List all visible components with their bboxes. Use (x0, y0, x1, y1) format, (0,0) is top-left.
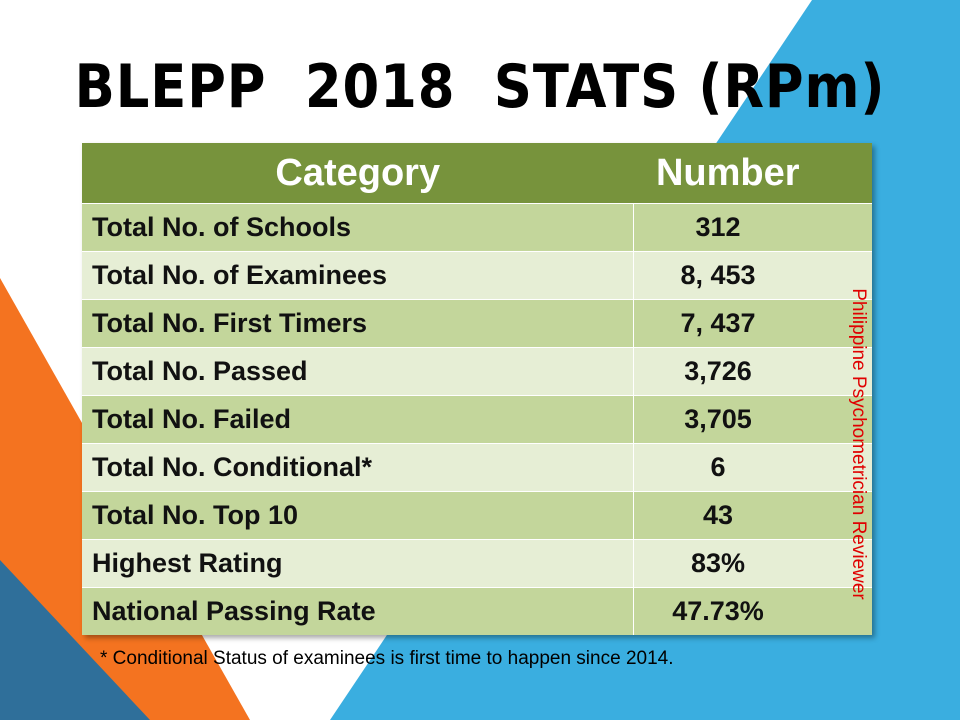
dark-shape (0, 560, 150, 720)
category-cell: Total No. of Examinees (82, 251, 634, 300)
category-cell: Total No. Passed (82, 347, 634, 396)
category-cell: National Passing Rate (82, 587, 634, 635)
side-text: Philippine Psychometrician Reviewer (848, 288, 869, 600)
table-row: Total No. of Examinees 8, 453 (82, 251, 872, 300)
table-row: Total No. Passed 3,726 (82, 347, 872, 396)
number-cell: 47.73% (633, 587, 872, 635)
table-row: Total No. Top 10 43 (82, 491, 872, 540)
table-row: Total No. of Schools 312 (82, 203, 872, 252)
number-cell: 3,705 (633, 395, 872, 444)
category-cell: Total No. of Schools (82, 203, 634, 252)
footnote: * Conditional Status of examinees is fir… (100, 648, 674, 669)
header-cell: Number (633, 143, 872, 204)
category-cell: Total No. Failed (82, 395, 634, 444)
table-row: Highest Rating 83% (82, 539, 872, 588)
number-cell: 3,726 (633, 347, 872, 396)
number-cell: 6 (633, 443, 872, 492)
header-row: Category Number (82, 143, 872, 204)
number-cell: 8, 453 (633, 251, 872, 300)
header-cell: Category (82, 143, 634, 204)
category-cell: Total No. First Timers (82, 299, 634, 348)
table-row: Total No. Failed 3,705 (82, 395, 872, 444)
number-cell: 312 (633, 203, 872, 252)
table-row: Total No. Conditional* 6 (82, 443, 872, 492)
category-cell: Total No. Conditional* (82, 443, 634, 492)
category-cell: Highest Rating (82, 539, 634, 588)
number-cell: 43 (633, 491, 872, 540)
title: BLEPP 2018 STATS (RPm) (74, 52, 886, 122)
category-cell: Total No. Top 10 (82, 491, 634, 540)
stats-table: Category Number Total No. of Schools 312 T… (82, 143, 872, 635)
number-cell: 83% (633, 539, 872, 588)
number-cell: 7, 437 (633, 299, 872, 348)
table-row: Total No. First Timers 7, 437 (82, 299, 872, 348)
table-row: National Passing Rate 47.73% (82, 587, 872, 635)
